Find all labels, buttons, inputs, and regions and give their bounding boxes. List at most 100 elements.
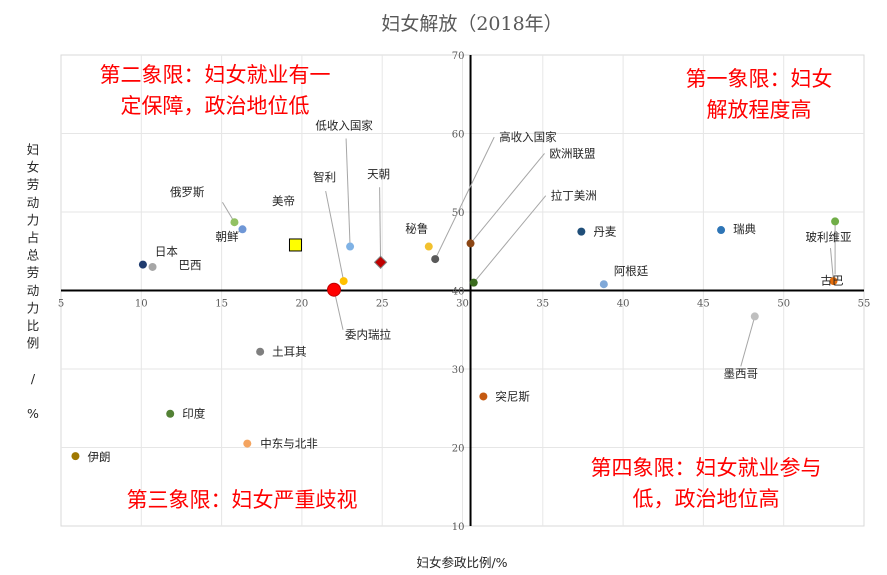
point-label-8: 天朝 (367, 167, 390, 181)
y-axis-label-char: 总 (27, 248, 40, 263)
y-tick-label: 40 (452, 287, 465, 298)
data-point-13 (256, 347, 265, 356)
x-tick-label: 40 (617, 299, 630, 310)
data-point-5 (339, 277, 348, 286)
data-point-18 (717, 226, 726, 235)
point-label-13: 土耳其 (272, 345, 307, 359)
leader-line (829, 248, 834, 282)
point-label-10: 高收入国家 (499, 130, 557, 144)
y-tick-label: 10 (452, 522, 465, 533)
y-axis-label-char: 动 (27, 195, 40, 210)
point-label-12: 拉丁美洲 (551, 189, 597, 203)
quadrant-q1-line-1: 解放程度高 (707, 98, 812, 122)
y-axis-label-char: 占 (27, 230, 40, 245)
point-label-2: 俄罗斯 (170, 185, 205, 199)
data-point-4 (288, 238, 302, 252)
leader-line (470, 153, 545, 244)
y-tick-label: 60 (452, 130, 465, 141)
point-label-15: 中东与北非 (260, 437, 318, 451)
point-label-5: 智利 (313, 170, 336, 184)
y-axis-label-char: 力 (27, 212, 40, 227)
point-label-4: 美帝 (272, 194, 295, 208)
axes (61, 55, 864, 526)
y-tick-label: 30 (452, 365, 465, 376)
data-point-14 (166, 409, 175, 418)
leader-line (345, 138, 351, 247)
leader-line (379, 187, 382, 263)
quadrant-q2-line-1: 定保障，政治地位低 (121, 94, 310, 118)
x-tick-label: 45 (697, 299, 710, 310)
quadrant-q2-line-0: 第二象限：妇女就业有一 (100, 63, 331, 87)
point-label-6: 委内瑞拉 (345, 328, 391, 342)
data-point-16 (71, 452, 80, 461)
point-label-1: 巴西 (179, 258, 202, 272)
x-tick-label: 5 (58, 299, 64, 310)
data-point-17 (577, 227, 586, 236)
point-label-19: 阿根廷 (614, 264, 649, 278)
leader-line (740, 316, 756, 367)
data-points (71, 217, 840, 461)
data-point-12 (469, 278, 478, 287)
leader-line (434, 136, 495, 260)
data-point-19 (599, 280, 608, 289)
y-axis-label-char: 比 (27, 318, 40, 333)
data-point-3 (238, 225, 247, 234)
grid (61, 55, 864, 526)
point-label-9: 秘鲁 (405, 222, 428, 236)
y-axis-label-char: 动 (27, 283, 40, 298)
data-point-1 (148, 262, 157, 271)
data-point-21 (831, 217, 840, 226)
x-tick-label: 35 (536, 299, 549, 310)
data-point-10 (431, 255, 440, 264)
y-axis-label-char: 力 (27, 300, 40, 315)
data-point-8 (373, 255, 388, 269)
data-point-6 (327, 282, 342, 297)
quadrant-q4-line-0: 第四象限：妇女就业参与 (591, 456, 822, 480)
point-label-16: 伊朗 (87, 450, 110, 464)
data-point-22 (750, 312, 759, 321)
point-label-17: 丹麦 (593, 225, 616, 239)
data-point-15 (243, 439, 252, 448)
data-point-9 (424, 242, 433, 251)
point-label-21: 古巴 (821, 273, 844, 287)
y-axis-label-char: % (27, 406, 39, 421)
point-label-20: 玻利维亚 (805, 230, 851, 244)
point-label-7: 低收入国家 (315, 119, 373, 133)
y-axis-label-char: 妇 (27, 142, 40, 157)
quadrant-q1-line-0: 第一象限：妇女 (686, 67, 833, 91)
x-tick-label: 30 (456, 299, 469, 310)
x-tick-label: 55 (858, 299, 871, 310)
y-tick-label: 70 (452, 51, 465, 62)
y-axis-label-char: 女 (27, 160, 40, 175)
x-tick-label: 10 (135, 299, 148, 310)
leader-lines (222, 136, 836, 367)
point-label-11: 欧洲联盟 (550, 146, 596, 160)
y-axis-label-char: 劳 (27, 177, 40, 192)
quadrant-q4-line-1: 低，政治地位高 (633, 487, 780, 511)
point-label-23: 突尼斯 (495, 389, 530, 403)
leader-line (473, 195, 547, 283)
x-axis-label: 妇女参政比例/% (416, 555, 507, 570)
point-label-18: 瑞典 (733, 222, 756, 236)
point-label-0: 日本 (155, 245, 178, 259)
data-point-0 (138, 260, 147, 269)
point-label-22: 墨西哥 (724, 366, 759, 380)
x-tick-label: 50 (777, 299, 790, 310)
data-point-23 (479, 392, 488, 401)
y-axis-label-char: / (31, 371, 36, 386)
data-point-2 (230, 218, 239, 227)
y-tick-label: 20 (452, 444, 465, 455)
x-tick-label: 20 (296, 299, 309, 310)
chart-title: 妇女解放（2018年） (381, 13, 562, 35)
x-tick-label: 15 (215, 299, 228, 310)
quadrant-q3-line-0: 第三象限：妇女严重歧视 (127, 488, 358, 512)
leader-line (325, 190, 345, 282)
data-point-20 (829, 277, 838, 286)
y-tick-label: 50 (452, 208, 465, 219)
